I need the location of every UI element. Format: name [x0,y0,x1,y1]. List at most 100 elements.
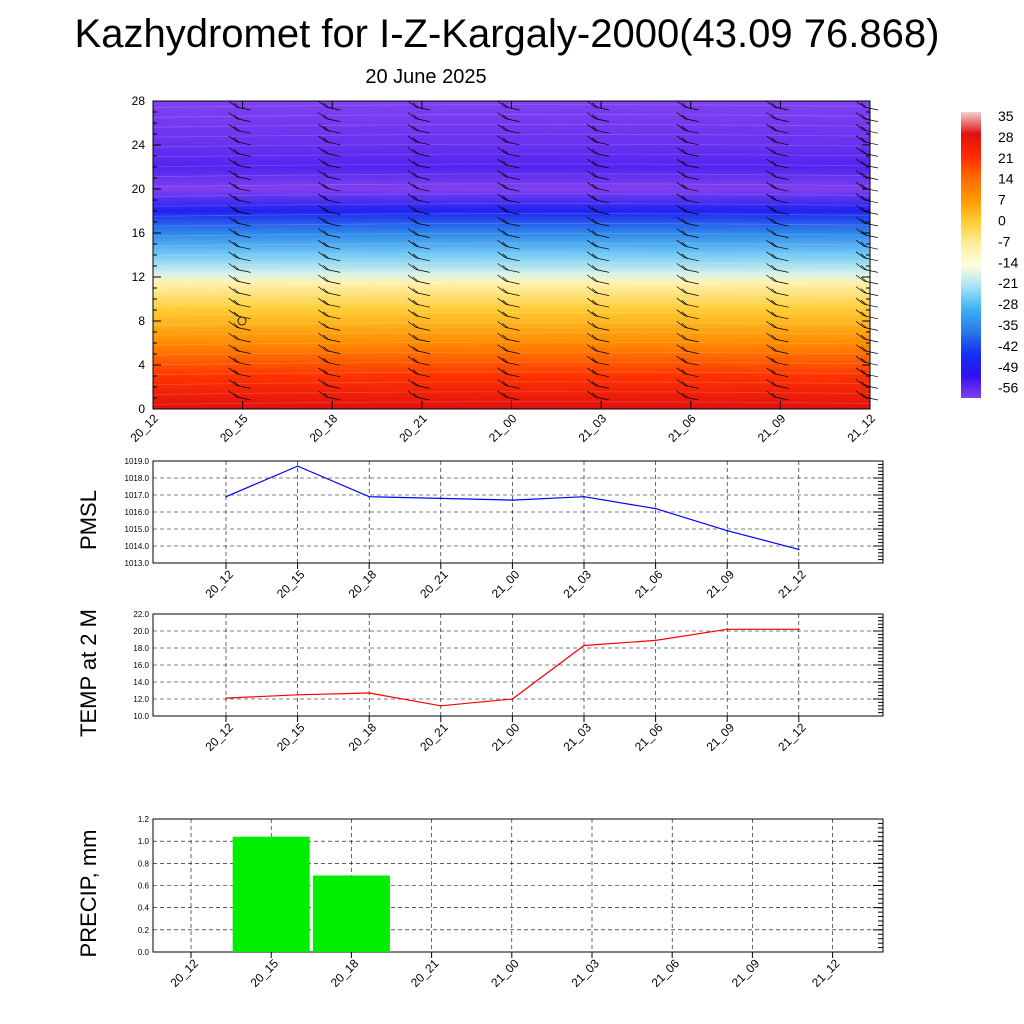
wind-barb-flag [233,299,240,306]
wind-barb-flag [233,149,240,155]
wind-barb-flag [233,183,240,190]
wind-barb-flag [860,265,868,271]
wind-barb-flag [591,323,599,329]
x-tick-label: 20_18 [346,720,380,754]
y-tick-label: 0.2 [138,926,150,935]
wind-barb-flag [771,311,778,318]
wind-barb-flag [318,309,327,317]
wind-barb-flag [771,195,778,202]
wind-barb-flag [228,390,237,398]
wind-barb-flag [771,125,778,132]
temperature-contour [152,302,871,306]
wind-barb-flag [676,112,685,119]
wind-barb-flag [502,149,509,155]
wind-barb-flag [228,344,237,351]
x-tick-label: 21_12 [775,567,809,601]
wind-barb-flag [233,311,240,318]
wind-barb-flag [502,241,509,248]
y-tick-label: 0 [138,402,145,416]
wind-barb-flag [681,241,688,248]
wind-barb-flag [771,357,778,364]
page-title: Kazhydromet for I-Z-Kargaly-2000(43.09 7… [74,12,940,56]
wind-barb-flag [233,392,240,399]
wind-barb-flag [323,276,330,283]
x-tick-label: 20_12 [202,567,236,601]
x-tick-label: 20_21 [408,956,442,990]
wind-barb-flag [502,276,509,283]
wind-barb-flag [676,193,685,201]
wind-barb-flag [855,239,865,247]
wind-barb-flag [586,193,596,201]
wind-barb-flag [676,251,685,259]
wind-barb-flag [855,355,865,363]
wind-barb-flag [591,207,599,213]
wind-barb-flag [323,102,330,109]
wind-barb-flag [860,334,868,341]
heatmap-panel: 0 4 8 12 16 20 24 28 20_12 20_15 20_18 20_21 21_00 21… [127,94,878,445]
wind-barb-flag [228,332,237,340]
y-tick-label: 12 [132,270,146,284]
wind-barb-flag [591,114,599,120]
colorbar-label: -49 [998,359,1018,375]
wind-barb-flag [860,160,868,167]
wind-barb-flag [766,112,775,119]
wind-barb-flag [233,114,240,120]
wind-barb-flag [318,344,327,351]
x-tick-label: 21_00 [488,956,522,990]
wind-barb-flag [412,183,420,190]
wind-barb-flag [766,309,775,317]
temperature-contour [152,282,871,286]
wind-barb-flag [676,274,685,282]
wind-barb-flag [412,195,420,202]
x-tick-label: 21_06 [632,567,666,601]
wind-barb-flag [676,147,685,154]
wind-barb-flag [233,241,240,248]
wind-barb-flag [681,288,688,294]
wind-barb-flag [766,239,775,247]
wind-barb-flag [586,147,596,154]
wind-barb-flag [318,147,327,154]
wind-barb-flag [497,158,506,166]
temperature-contour [152,114,871,118]
wind-barb-flag [228,274,237,282]
y-tick-label: 20 [132,182,146,196]
wind-barb-flag [502,265,509,271]
wind-barb-flag [228,228,237,235]
wind-barb-flag [855,379,865,386]
wind-barb-flag [407,228,417,235]
wind-barb-flag [855,367,865,375]
y-tick-label: 1.0 [138,837,150,846]
wind-barb-flag [860,207,868,213]
wind-barb-flag [233,218,240,225]
wind-barb-flag [233,253,240,260]
wind-barb-flag [766,390,775,398]
wind-barb-flag [771,334,778,341]
x-tick-label: 20_15 [274,567,308,601]
wind-barb-flag [318,321,327,328]
wind-barb-flag [502,357,509,364]
wind-barb-flag [586,100,596,108]
y-tick-label: 1016.0 [125,508,150,517]
wind-barb-flag [676,309,685,317]
x-tick-label: 20_15 [248,956,282,990]
wind-barb-flag [407,355,417,363]
wind-barb-flag [407,379,417,386]
wind-barb-flag [586,251,596,259]
wind-barb-flag [860,323,868,329]
wind-barb-flag [771,276,778,283]
temperature-contour [152,341,871,346]
wind-barb-flag [318,263,327,270]
wind-barb-flag [766,297,775,305]
colorbar-label: 35 [998,108,1014,124]
wind-barb-flag [591,381,599,387]
wind-barb-flag [318,193,327,201]
wind-barb-flag [771,241,778,248]
colorbar-label: -7 [998,233,1011,249]
temperature-contour [152,331,871,336]
wind-barb-flag [676,158,685,166]
wind-barb-flag [855,158,865,166]
x-tick-label: 20_21 [417,720,451,754]
wind-barb-flag [591,265,599,271]
wind-barb-flag [860,357,868,364]
wind-barb-flag [412,149,420,155]
